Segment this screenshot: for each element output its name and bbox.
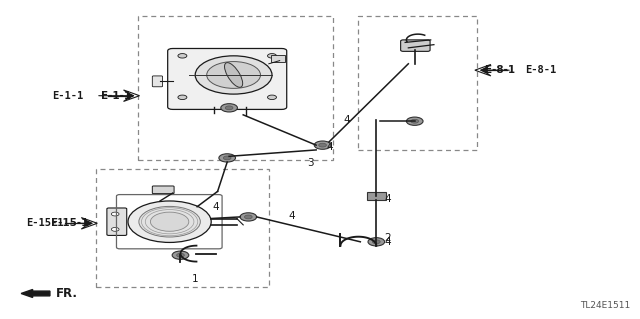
Text: E-1-1: E-1-1 [101,91,131,101]
Circle shape [178,54,187,58]
Text: 4: 4 [288,211,294,221]
Circle shape [268,95,276,100]
Text: E-15-1: E-15-1 [51,218,88,228]
Polygon shape [475,64,491,76]
Ellipse shape [225,63,243,87]
Text: 4: 4 [326,142,333,152]
Circle shape [172,251,189,259]
Circle shape [406,117,423,125]
Bar [96,169,269,287]
Circle shape [368,238,385,246]
Text: 2: 2 [384,233,390,243]
Circle shape [150,212,189,231]
FancyBboxPatch shape [168,48,287,109]
Circle shape [372,240,380,244]
Circle shape [128,201,211,242]
Circle shape [240,213,257,221]
FancyArrow shape [21,290,50,297]
Bar [138,16,333,160]
Text: 4: 4 [384,194,390,204]
Bar [271,55,285,62]
Bar [358,16,477,150]
FancyBboxPatch shape [152,76,163,87]
Text: E-8-1: E-8-1 [485,65,515,75]
Circle shape [177,253,184,257]
Text: 4: 4 [343,115,349,125]
Circle shape [268,54,276,58]
FancyBboxPatch shape [152,186,174,194]
Circle shape [219,154,236,162]
FancyBboxPatch shape [367,192,386,200]
Polygon shape [81,218,97,229]
Text: FR.: FR. [56,287,78,300]
Circle shape [207,62,260,88]
Text: E-1-1: E-1-1 [52,91,83,101]
Circle shape [111,227,119,231]
Circle shape [221,104,237,112]
Text: 4: 4 [384,237,390,248]
FancyBboxPatch shape [107,208,127,235]
Circle shape [314,141,331,149]
Text: 1: 1 [192,274,198,284]
Circle shape [195,56,272,94]
Circle shape [225,106,233,110]
Text: TL24E1511: TL24E1511 [580,301,630,310]
Text: 4: 4 [212,202,219,212]
Text: E-15-1: E-15-1 [26,218,64,228]
Circle shape [411,119,419,123]
Text: E-8-1: E-8-1 [525,65,556,75]
Circle shape [111,212,119,216]
Circle shape [244,215,252,219]
Text: 3: 3 [307,158,314,168]
Circle shape [319,143,326,147]
Circle shape [223,156,231,160]
Polygon shape [124,90,140,101]
Circle shape [139,206,200,237]
FancyBboxPatch shape [401,40,430,51]
Circle shape [178,95,187,100]
